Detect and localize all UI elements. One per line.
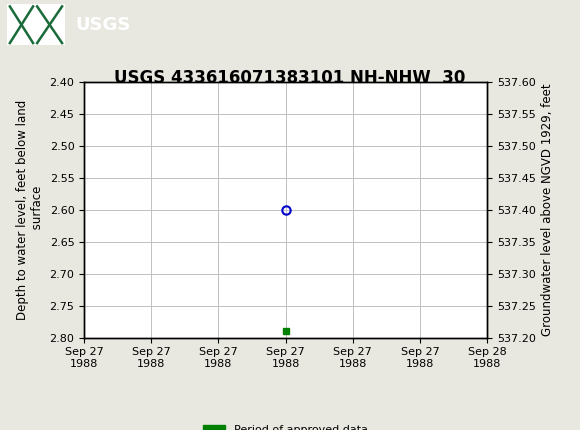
Text: USGS 433616071383101 NH-NHW  30: USGS 433616071383101 NH-NHW 30 bbox=[114, 69, 466, 87]
FancyBboxPatch shape bbox=[7, 4, 65, 46]
Legend: Period of approved data: Period of approved data bbox=[198, 421, 372, 430]
Text: USGS: USGS bbox=[75, 16, 130, 34]
Y-axis label: Depth to water level, feet below land
 surface: Depth to water level, feet below land su… bbox=[16, 99, 44, 320]
Y-axis label: Groundwater level above NGVD 1929, feet: Groundwater level above NGVD 1929, feet bbox=[541, 83, 554, 336]
